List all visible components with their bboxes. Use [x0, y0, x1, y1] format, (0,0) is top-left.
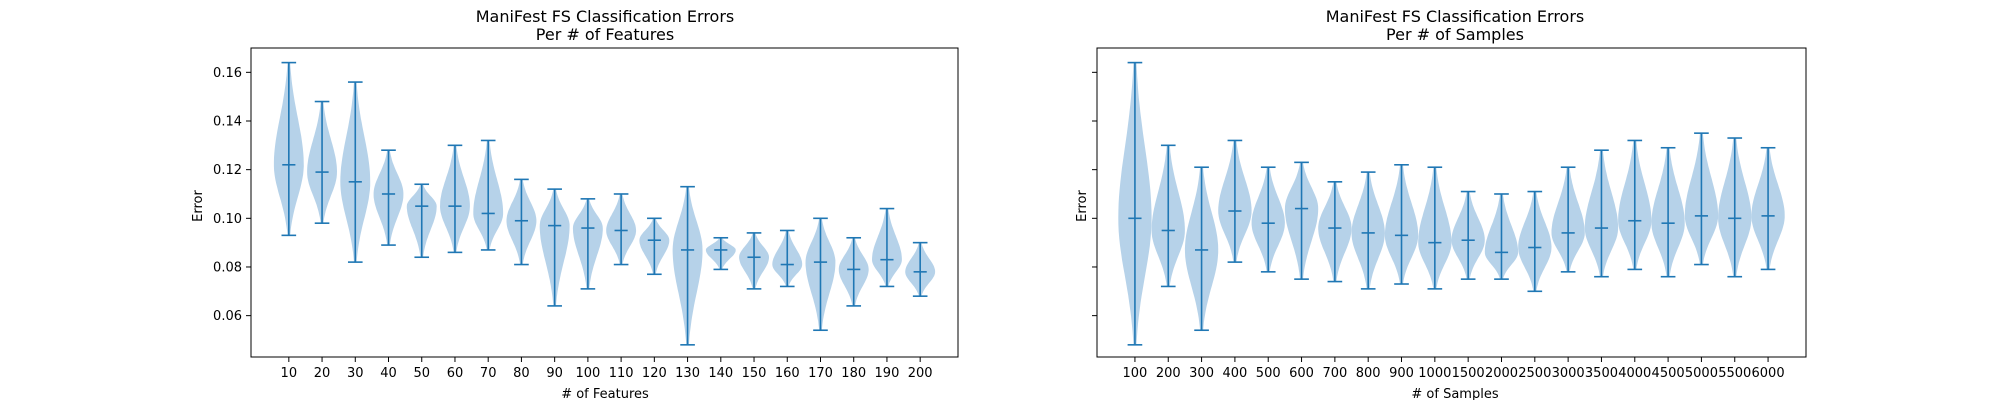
chart-samples-title: ManiFest FS Classification Errors: [1326, 7, 1585, 26]
x-tick-label: 120: [642, 366, 667, 381]
chart-features: ManiFest FS Classification Errors Per # …: [191, 7, 959, 400]
axes-frame-samples: [1096, 47, 1807, 358]
x-tick-label: 70: [480, 366, 497, 381]
x-tick-label: 140: [708, 366, 733, 381]
x-tick-label: 4000: [1618, 366, 1651, 381]
x-tick-label: 900: [1389, 366, 1414, 381]
x-tick-label: 10: [281, 366, 298, 381]
axes-frame-features: [250, 47, 959, 358]
x-tick-label: 3500: [1585, 366, 1618, 381]
x-tick-label: 5500: [1718, 366, 1751, 381]
x-tick-label: 130: [675, 366, 700, 381]
x-tick-label: 110: [609, 366, 634, 381]
x-tick-label: 500: [1256, 366, 1281, 381]
x-tick-label: 700: [1322, 366, 1347, 381]
chart-features-title: ManiFest FS Classification Errors: [476, 7, 735, 26]
x-tick-label: 150: [742, 366, 767, 381]
x-tick-label: 170: [808, 366, 833, 381]
y-tick-label: 0.06: [213, 309, 242, 324]
y-axis-label-features: Error: [191, 190, 206, 222]
x-tick-label: 90: [546, 366, 563, 381]
x-tick-label: 1000: [1418, 366, 1451, 381]
chart-features-subtitle: Per # of Features: [536, 25, 674, 44]
x-axis-label-features: # of Features: [561, 387, 649, 400]
y-tick-label: 0.16: [213, 66, 242, 81]
x-tick-label: 200: [908, 366, 933, 381]
x-tick-label: 80: [513, 366, 530, 381]
x-tick-label: 800: [1356, 366, 1381, 381]
x-tick-label: 20: [314, 366, 331, 381]
x-tick-label: 2000: [1485, 366, 1518, 381]
y-axis-label-samples: Error: [1075, 190, 1090, 222]
x-tick-label: 50: [413, 366, 430, 381]
x-tick-label: 160: [775, 366, 800, 381]
x-tick-label: 190: [875, 366, 900, 381]
x-tick-label: 400: [1222, 366, 1247, 381]
x-tick-label: 1500: [1452, 366, 1485, 381]
plot-area-samples: 100 200 300 400 500 600 700 800 900 1000 1500 2000 2…: [1092, 47, 1807, 381]
y-tick-label: 0.14: [213, 114, 242, 129]
chart-samples-subtitle: Per # of Samples: [1386, 25, 1524, 44]
x-tick-label: 5000: [1685, 366, 1718, 381]
x-tick-label: 100: [1123, 366, 1148, 381]
chart-samples: ManiFest FS Classification Errors Per # …: [1075, 7, 1807, 400]
x-tick-label: 3000: [1552, 366, 1585, 381]
x-tick-label: 600: [1289, 366, 1314, 381]
y-tick-label: 0.12: [213, 163, 242, 178]
plot-area-features: 0.06 0.08 0.10 0.12 0.14 0.16 10 20 30 40 50 60 70 80…: [213, 47, 959, 381]
y-tick-label: 0.10: [213, 212, 242, 227]
x-tick-label: 6000: [1752, 366, 1785, 381]
x-tick-label: 300: [1189, 366, 1214, 381]
x-tick-label: 100: [575, 366, 600, 381]
x-tick-label: 4500: [1652, 366, 1685, 381]
y-tick-label: 0.08: [213, 260, 242, 275]
x-tick-label: 200: [1156, 366, 1181, 381]
x-tick-label: 60: [447, 366, 464, 381]
x-tick-label: 30: [347, 366, 364, 381]
x-tick-label: 40: [380, 366, 397, 381]
x-tick-label: 180: [841, 366, 866, 381]
x-axis-label-samples: # of Samples: [1411, 387, 1498, 400]
x-tick-label: 2500: [1518, 366, 1551, 381]
